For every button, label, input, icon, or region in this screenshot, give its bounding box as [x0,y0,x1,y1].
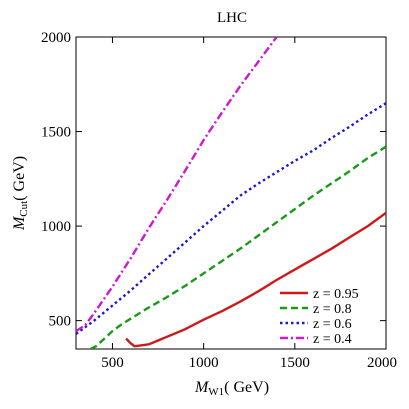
series-layer [76,37,386,349]
y-axis-title: MCut( GeV) [11,156,30,231]
y-axis-title-sub: Cut [18,201,30,217]
y-tick-label: 1500 [41,125,71,141]
series-line-1 [90,145,386,349]
x-axis-title-unit: ( GeV) [224,379,269,396]
y-tick-label: 1000 [41,219,71,235]
y-axis-title-main: M [11,215,28,231]
axis-ticks: 500 1000 1500 2000 500 1000 1500 2000 [41,30,397,371]
x-axis-title-main: M [194,379,210,396]
series-line-3 [76,37,278,333]
y-tick-label: 2000 [41,30,71,46]
y-tick-label: 500 [49,314,72,330]
x-tick-label: 2000 [367,355,397,371]
x-axis-title: MW1( GeV) [194,379,269,398]
legend-label-3: z = 0.4 [313,332,352,347]
legend-label-1: z = 0.8 [313,302,352,317]
plot-frame [75,36,387,350]
legend-label-0: z = 0.95 [313,287,359,302]
legend: z = 0.95z = 0.8z = 0.6z = 0.4 [280,287,359,347]
x-axis-title-sub: W1 [208,386,224,398]
series-line-0 [125,211,386,348]
y-axis-title-unit: ( GeV) [11,156,28,201]
chart-title: LHC [217,10,247,26]
x-tick-label: 1500 [280,355,310,371]
legend-label-2: z = 0.6 [313,317,352,332]
x-tick-label: 1000 [189,355,219,371]
x-tick-label: 500 [101,355,124,371]
series-line-2 [76,102,386,335]
